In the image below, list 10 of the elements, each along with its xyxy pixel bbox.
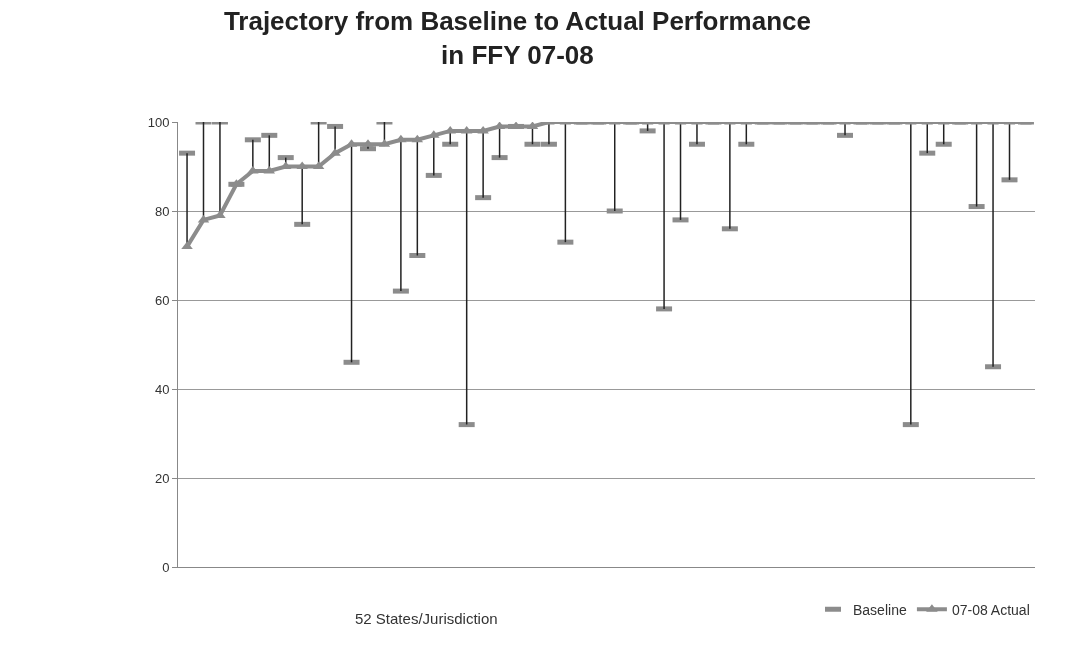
chart-title: Trajectory from Baseline to Actual Performance in FFY 07-08 xyxy=(223,5,811,70)
y-tick-label: 80 xyxy=(154,203,170,219)
legend-label: Baseline xyxy=(853,601,907,618)
y-tick-label: 0 xyxy=(162,559,170,575)
y-tick-label: 60 xyxy=(154,292,170,308)
y-tick-label: 100 xyxy=(147,114,170,130)
y-tick-label: 20 xyxy=(154,470,170,486)
x-axis-title: 52 States/Jurisdiction xyxy=(355,610,498,627)
legend-label: 07-08 Actual xyxy=(951,601,1030,618)
y-tick-label: 40 xyxy=(154,381,170,397)
